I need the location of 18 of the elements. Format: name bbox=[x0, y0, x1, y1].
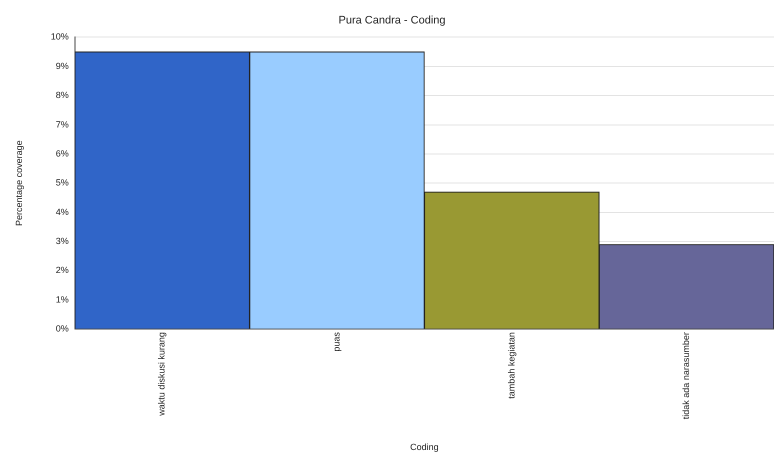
y-tick-label: 5% bbox=[56, 178, 69, 188]
y-tick-label: 8% bbox=[56, 90, 69, 100]
y-tick-label: 0% bbox=[56, 324, 69, 334]
chart-title: Pura Candra - Coding bbox=[338, 14, 446, 27]
x-tick-label: waktu diskusi kurang bbox=[156, 332, 167, 417]
y-tick-label: 1% bbox=[56, 294, 69, 304]
y-tick-label: 4% bbox=[56, 206, 69, 217]
x-tick-label: tambah kegiatan bbox=[506, 332, 516, 399]
x-axis-title: Coding bbox=[410, 442, 439, 452]
y-tick-label: 10% bbox=[50, 32, 69, 42]
y-tick-label: 2% bbox=[56, 265, 69, 276]
y-tick-label: 9% bbox=[56, 60, 69, 71]
x-tick-label: tidak ada narasumber bbox=[681, 332, 692, 420]
y-tick-label: 3% bbox=[56, 236, 69, 246]
y-tick-label: 7% bbox=[56, 119, 69, 130]
x-tick-label: puas bbox=[331, 332, 342, 352]
y-axis-title: Percentage coverage bbox=[14, 140, 24, 226]
y-tick-label: 6% bbox=[56, 148, 69, 158]
